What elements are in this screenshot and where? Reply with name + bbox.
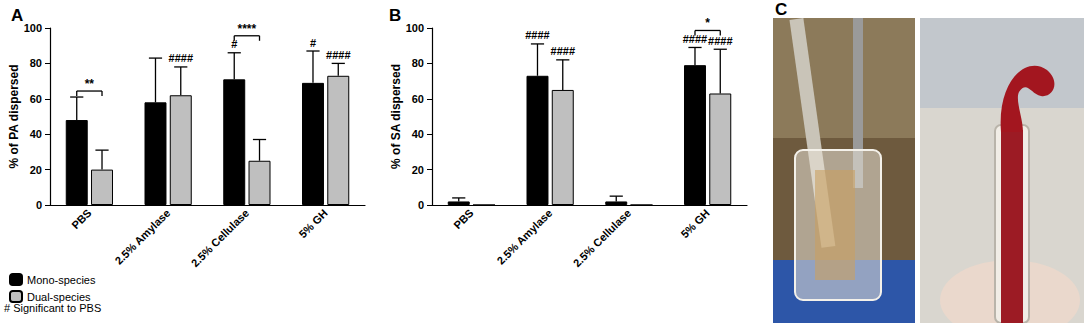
- svg-text:####: ####: [326, 49, 350, 61]
- svg-text:A: A: [11, 6, 23, 25]
- svg-text:60: 60: [30, 93, 42, 105]
- svg-text:PBS: PBS: [69, 207, 93, 231]
- svg-text:0: 0: [36, 199, 42, 211]
- svg-text:2.5% Amylase: 2.5% Amylase: [494, 207, 554, 267]
- svg-text:C: C: [775, 0, 787, 19]
- svg-text:*: *: [705, 16, 710, 30]
- svg-text:5% GH: 5% GH: [296, 207, 330, 241]
- svg-text:**: **: [85, 77, 95, 91]
- svg-text:Dual-species: Dual-species: [27, 291, 91, 303]
- svg-text:####: ####: [169, 52, 193, 64]
- svg-text:####: ####: [708, 35, 732, 47]
- svg-text:2.5% Cellulase: 2.5% Cellulase: [189, 207, 251, 269]
- svg-text:#: #: [310, 37, 316, 49]
- svg-text:PBS: PBS: [451, 207, 475, 231]
- svg-text:****: ****: [238, 22, 257, 36]
- svg-text:80: 80: [412, 57, 424, 69]
- svg-text:100: 100: [24, 22, 42, 34]
- svg-text:5% GH: 5% GH: [678, 207, 712, 241]
- svg-text:# Significant to PBS: # Significant to PBS: [4, 302, 101, 314]
- svg-text:40: 40: [412, 128, 424, 140]
- svg-text:20: 20: [30, 164, 42, 176]
- svg-text:2.5% Amylase: 2.5% Amylase: [112, 207, 172, 267]
- svg-text:80: 80: [30, 57, 42, 69]
- svg-text:60: 60: [412, 93, 424, 105]
- svg-text:Mono-species: Mono-species: [27, 274, 96, 286]
- svg-text:B: B: [389, 6, 401, 25]
- svg-text:20: 20: [412, 164, 424, 176]
- svg-text:40: 40: [30, 128, 42, 140]
- svg-text:% of PA dispersed: % of PA dispersed: [7, 64, 21, 168]
- svg-text:2.5% Cellulase: 2.5% Cellulase: [571, 207, 633, 269]
- svg-text:0: 0: [418, 199, 424, 211]
- svg-text:% of SA dispersed: % of SA dispersed: [389, 64, 403, 169]
- svg-text:####: ####: [551, 45, 575, 57]
- svg-text:100: 100: [406, 22, 424, 34]
- svg-text:####: ####: [525, 29, 549, 41]
